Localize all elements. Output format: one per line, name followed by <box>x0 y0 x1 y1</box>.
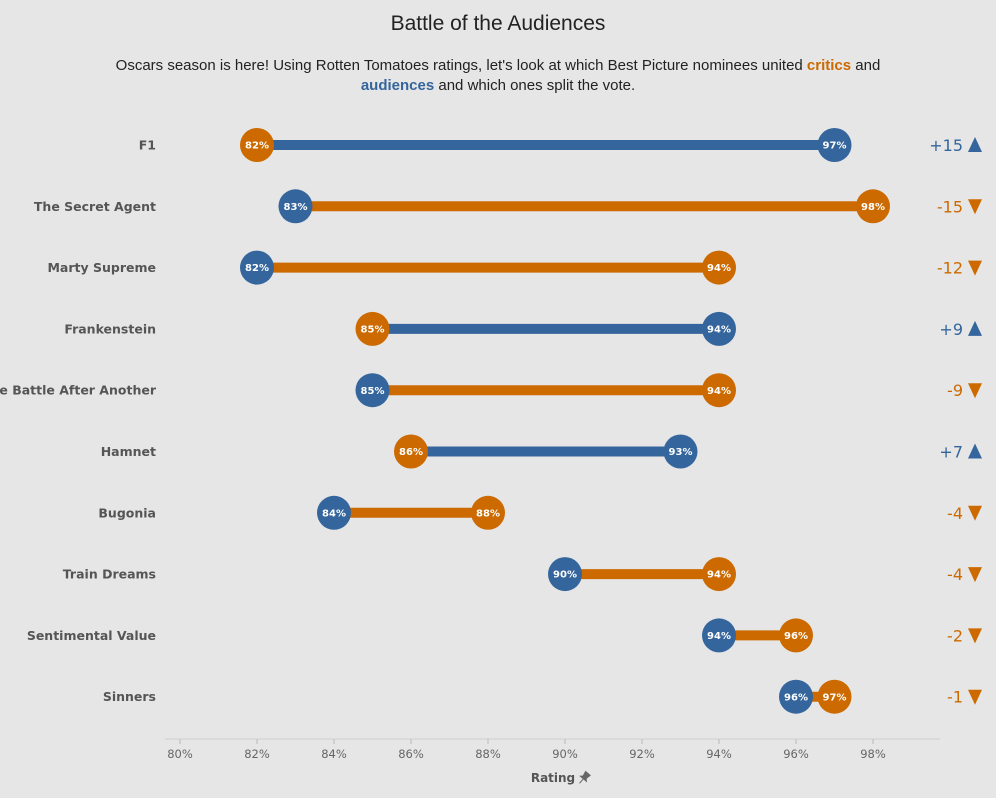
film-label: One Battle After Another <box>0 383 157 398</box>
subtitle-and: and <box>851 57 881 74</box>
critics-value-label: 97% <box>823 692 847 703</box>
difference-label: +15 <box>929 136 963 155</box>
critics-value-label: 82% <box>245 141 269 152</box>
film-label: Hamnet <box>101 444 156 459</box>
subtitle-critics: critics <box>806 57 852 74</box>
subtitle-text-2: and which ones split the vote. <box>434 77 636 94</box>
triangle-down-icon <box>968 689 982 705</box>
film-label: Train Dreams <box>63 567 156 582</box>
critics-dot <box>702 373 736 408</box>
critics-value-label: 85% <box>361 325 385 336</box>
audiences-dot <box>663 434 698 469</box>
audiences-dot <box>278 189 313 224</box>
difference-label: -4 <box>947 504 963 523</box>
critics-value-label: 94% <box>707 386 731 397</box>
critics-dot <box>702 250 736 285</box>
triangle-down-icon <box>968 199 982 215</box>
difference-label: -15 <box>937 197 963 216</box>
audiences-dot <box>548 557 582 592</box>
audiences-value-label: 94% <box>707 325 731 336</box>
audiences-value-label: 84% <box>322 508 346 519</box>
critics-dot <box>856 189 890 224</box>
audiences-dot <box>779 679 813 714</box>
audiences-value-label: 93% <box>669 447 693 458</box>
triangle-up-icon <box>968 443 982 459</box>
difference-label: +9 <box>939 320 963 339</box>
triangle-down-icon <box>968 567 982 583</box>
audiences-dot <box>355 373 390 408</box>
difference-label: +7 <box>939 443 963 462</box>
x-axis-label: Rating <box>531 771 575 785</box>
critics-value-label: 98% <box>861 202 885 213</box>
x-tick-label: 98% <box>860 747 886 761</box>
audiences-value-label: 83% <box>284 202 308 213</box>
triangle-down-icon <box>968 505 982 521</box>
critics-value-label: 96% <box>784 631 808 642</box>
audiences-value-label: 96% <box>784 692 808 703</box>
critics-value-label: 94% <box>707 570 731 581</box>
audiences-dot <box>317 495 351 530</box>
triangle-down-icon <box>968 383 982 399</box>
x-tick-label: 96% <box>783 747 809 761</box>
x-tick-label: 94% <box>706 747 732 761</box>
audiences-value-label: 90% <box>553 570 577 581</box>
audiences-value-label: 82% <box>245 263 269 274</box>
film-label: Marty Supreme <box>47 260 156 275</box>
film-label: F1 <box>139 138 156 153</box>
difference-label: -9 <box>947 381 963 400</box>
critics-dot <box>355 311 390 346</box>
pin-icon <box>579 770 591 784</box>
critics-value-label: 94% <box>707 263 731 274</box>
x-tick-label: 86% <box>398 747 424 761</box>
audiences-dot <box>240 250 274 285</box>
difference-label: -1 <box>947 688 963 707</box>
audiences-dot <box>702 311 736 346</box>
film-label: Bugonia <box>98 505 156 520</box>
x-tick-label: 90% <box>552 747 578 761</box>
film-label: Frankenstein <box>64 321 156 336</box>
triangle-up-icon <box>968 320 982 336</box>
critics-dot <box>779 618 813 653</box>
critics-dot <box>817 679 852 714</box>
difference-label: -4 <box>947 565 963 584</box>
x-tick-label: 92% <box>629 747 655 761</box>
triangle-down-icon <box>968 260 982 276</box>
x-tick-label: 88% <box>475 747 501 761</box>
chart-subtitle: Oscars season is here! Using Rotten Toma… <box>90 56 906 96</box>
film-label: Sentimental Value <box>27 628 156 643</box>
difference-label: -2 <box>947 626 963 645</box>
critics-dot <box>471 495 505 530</box>
chart-title: Battle of the Audiences <box>390 12 606 35</box>
difference-label: -12 <box>937 259 963 278</box>
triangle-down-icon <box>968 628 982 644</box>
film-label: The Secret Agent <box>34 199 156 214</box>
subtitle-text-1: Oscars season is here! Using Rotten Toma… <box>115 57 807 74</box>
critics-dot <box>394 434 428 469</box>
audiences-value-label: 97% <box>823 141 847 152</box>
x-tick-label: 80% <box>167 747 193 761</box>
x-tick-label: 82% <box>244 747 270 761</box>
subtitle-audiences: audiences <box>360 77 435 94</box>
critics-dot <box>702 557 736 592</box>
audiences-value-label: 94% <box>707 631 731 642</box>
critics-dot <box>240 128 274 162</box>
critics-value-label: 88% <box>476 508 500 519</box>
film-label: Sinners <box>103 689 156 704</box>
audiences-dot <box>702 618 736 653</box>
triangle-up-icon <box>968 137 982 152</box>
audiences-dot <box>817 128 852 162</box>
critics-value-label: 86% <box>399 447 423 458</box>
audiences-value-label: 85% <box>361 386 385 397</box>
x-tick-label: 84% <box>321 747 347 761</box>
